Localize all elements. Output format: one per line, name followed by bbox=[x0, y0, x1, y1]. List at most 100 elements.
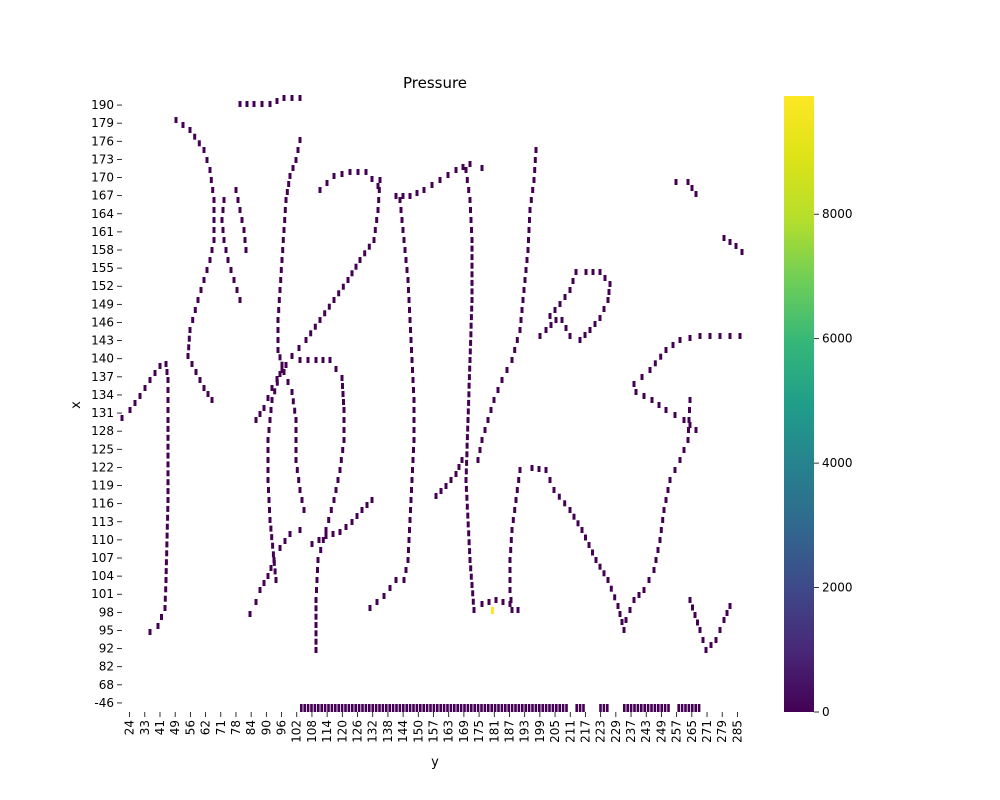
heatmap-cell bbox=[344, 704, 347, 712]
y-tick-label: 125 bbox=[91, 442, 114, 456]
heatmap-cell bbox=[587, 542, 591, 548]
heatmap-cell bbox=[576, 520, 580, 527]
heatmap-cell bbox=[541, 704, 544, 712]
y-tick-label: 98 bbox=[99, 605, 114, 619]
heatmap-cell bbox=[337, 704, 340, 712]
heatmap-cell bbox=[269, 407, 273, 413]
heatmap-cell bbox=[510, 527, 514, 533]
y-tick-label: -46 bbox=[94, 696, 114, 710]
heatmap-cell bbox=[684, 704, 687, 712]
heatmap-cell bbox=[166, 497, 170, 503]
heatmap-cell bbox=[360, 507, 364, 513]
heatmap-cell bbox=[563, 500, 567, 507]
heatmap-cell bbox=[643, 704, 646, 712]
heatmap-cell bbox=[599, 704, 602, 712]
heatmap-cell bbox=[411, 377, 415, 383]
heatmap-cell bbox=[468, 548, 472, 555]
heatmap-cell bbox=[529, 197, 533, 203]
heatmap-cell bbox=[508, 567, 512, 573]
heatmap-cell bbox=[279, 277, 283, 283]
heatmap-cell bbox=[314, 622, 318, 628]
heatmap-cell bbox=[620, 619, 624, 625]
heatmap-cell bbox=[373, 227, 377, 233]
x-tick-label: 265 bbox=[685, 720, 699, 743]
heatmap-cell bbox=[143, 385, 147, 391]
heatmap-cell bbox=[464, 167, 468, 173]
heatmap-cell bbox=[374, 704, 378, 712]
heatmap-cell bbox=[407, 297, 411, 303]
heatmap-cell bbox=[480, 165, 484, 171]
x-tick-label: 175 bbox=[472, 720, 486, 743]
heatmap-cell bbox=[188, 327, 192, 333]
heatmap-cell bbox=[487, 704, 490, 712]
heatmap-cell bbox=[734, 243, 738, 249]
heatmap-cell bbox=[527, 227, 531, 233]
y-tick-label: 119 bbox=[91, 479, 114, 493]
heatmap-cell bbox=[704, 647, 708, 653]
heatmap-cell bbox=[298, 137, 302, 143]
heatmap-cell bbox=[470, 227, 473, 233]
heatmap-cell bbox=[341, 447, 345, 453]
heatmap-cells bbox=[120, 95, 744, 712]
heatmap-cell bbox=[361, 704, 364, 712]
heatmap-cell bbox=[410, 357, 414, 363]
heatmap-cell bbox=[515, 487, 519, 493]
heatmap-cell bbox=[465, 503, 469, 510]
heatmap-cell bbox=[552, 487, 556, 493]
heatmap-cell bbox=[222, 197, 226, 203]
y-tick-label: 143 bbox=[91, 334, 114, 348]
heatmap-cell bbox=[254, 417, 258, 423]
heatmap-cell bbox=[740, 249, 744, 255]
x-tick-label: 96 bbox=[275, 720, 289, 735]
heatmap-cell bbox=[410, 477, 414, 483]
heatmap-cell bbox=[290, 389, 294, 395]
heatmap-cell bbox=[268, 517, 272, 523]
heatmap-cell bbox=[297, 477, 301, 483]
heatmap-cell bbox=[407, 287, 410, 293]
heatmap-cell bbox=[468, 161, 472, 167]
heatmap-cell bbox=[469, 217, 473, 223]
heatmap-cell bbox=[128, 407, 132, 413]
heatmap-cell bbox=[306, 704, 310, 712]
heatmap-cell bbox=[164, 559, 168, 566]
heatmap-cell bbox=[316, 557, 320, 563]
x-tick-label: 114 bbox=[320, 720, 334, 743]
heatmap-cell bbox=[357, 704, 361, 712]
heatmap-cell bbox=[532, 177, 536, 183]
heatmap-cell bbox=[196, 297, 200, 303]
heatmap-cell bbox=[688, 597, 692, 603]
heatmap-cell bbox=[296, 147, 300, 153]
x-tick-label: 138 bbox=[381, 720, 395, 743]
heatmap-cell bbox=[470, 262, 474, 269]
heatmap-cell bbox=[254, 599, 258, 605]
heatmap-cell bbox=[327, 517, 331, 523]
heatmap-cell bbox=[467, 399, 471, 406]
heatmap-cell bbox=[166, 514, 170, 521]
y-tick-label: 161 bbox=[91, 225, 114, 239]
heatmap-cell bbox=[298, 95, 302, 101]
heatmap-cell bbox=[473, 704, 476, 712]
heatmap-cell bbox=[346, 277, 350, 283]
heatmap-cell bbox=[262, 405, 266, 411]
heatmap-cell bbox=[470, 305, 474, 312]
heatmap-cell bbox=[678, 337, 682, 343]
heatmap-cell bbox=[166, 397, 170, 403]
heatmap-cell bbox=[190, 361, 194, 367]
heatmap-cell bbox=[637, 592, 641, 598]
heatmap-cell bbox=[456, 704, 459, 712]
heatmap-cell bbox=[568, 333, 572, 339]
heatmap-cell bbox=[405, 704, 408, 712]
heatmap-cell bbox=[205, 157, 209, 163]
heatmap-cell bbox=[202, 147, 206, 153]
y-tick-label: 68 bbox=[99, 678, 114, 692]
heatmap-cell bbox=[401, 193, 405, 199]
heatmap-cell bbox=[538, 704, 541, 712]
heatmap-cell bbox=[329, 507, 333, 513]
heatmap-cell bbox=[564, 325, 568, 331]
heatmap-cell bbox=[339, 457, 343, 463]
heatmap-cell bbox=[561, 704, 565, 712]
heatmap-cell bbox=[266, 437, 270, 443]
heatmap-cell bbox=[659, 353, 663, 360]
heatmap-cell bbox=[439, 704, 442, 712]
y-tick-label: 110 bbox=[91, 533, 114, 547]
